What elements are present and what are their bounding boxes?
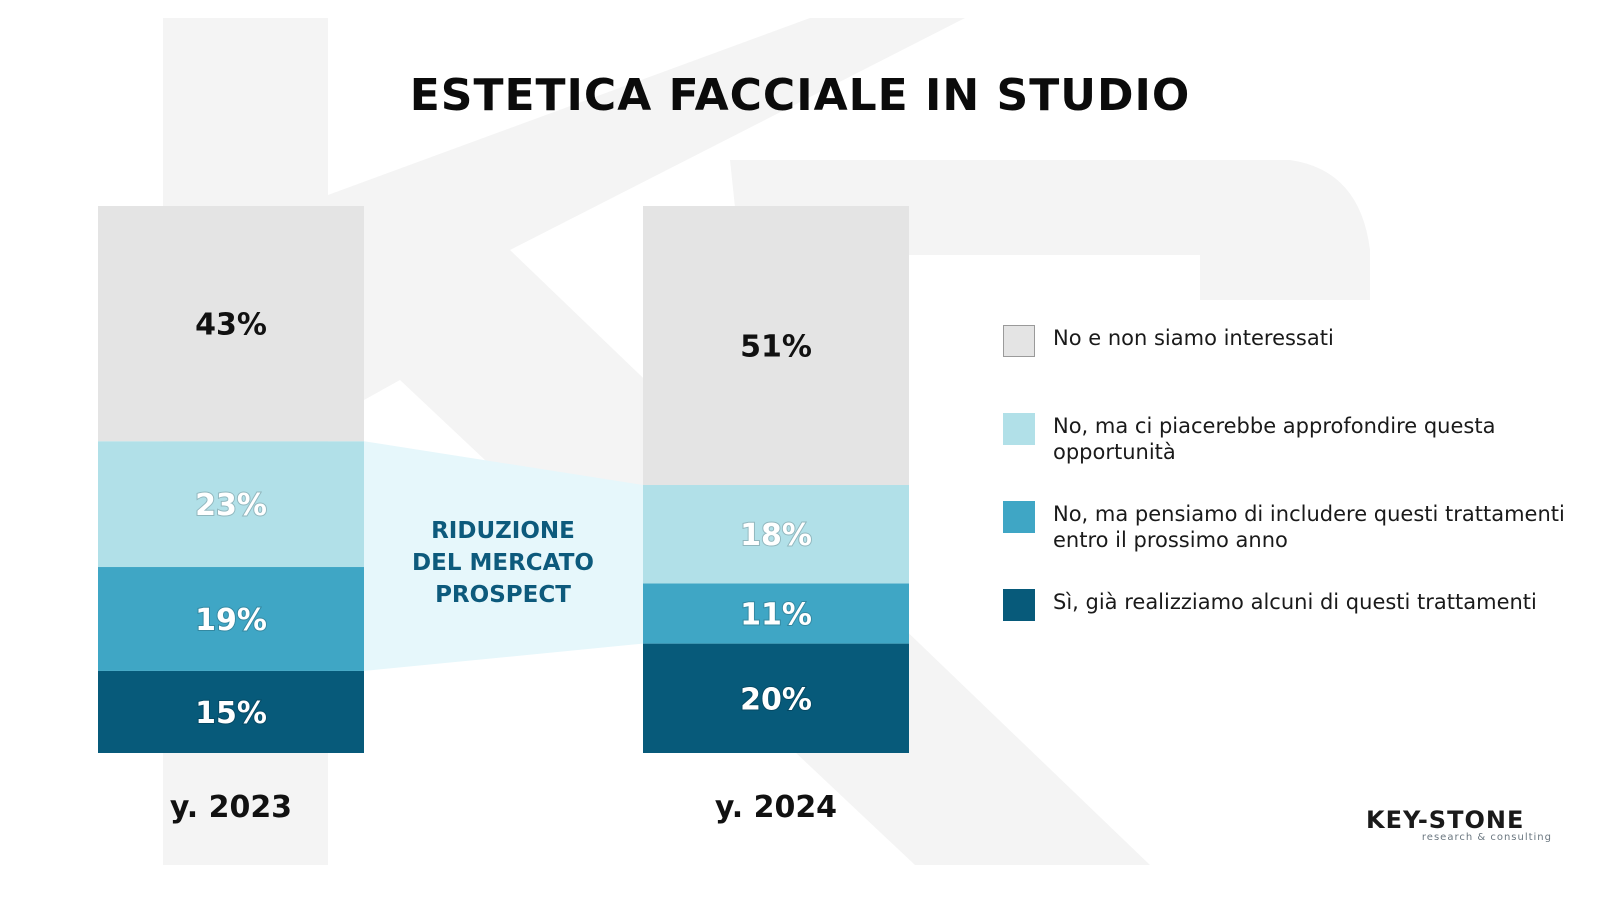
category-label: y. 2023 xyxy=(170,790,292,825)
legend-label: Sì, già realizziamo alcuni di questi tra… xyxy=(1053,590,1537,614)
annotation-text: RIDUZIONE xyxy=(431,518,575,544)
connector-band xyxy=(364,441,643,671)
logo-main-text: KEY-STONE xyxy=(1366,806,1525,834)
legend-item: No, ma ci piacerebbe approfondire questa… xyxy=(1003,413,1573,465)
legend-swatch xyxy=(1003,325,1035,357)
legend-label: No, ma ci piacerebbe approfondire questa… xyxy=(1053,414,1496,464)
keystone-logo: KEY-STONE research & consulting xyxy=(1366,808,1566,844)
category-label: y. 2024 xyxy=(715,790,837,825)
annotation-text: PROSPECT xyxy=(435,582,571,608)
chart-title: ESTETICA FACCIALE IN STUDIO xyxy=(409,70,1191,121)
data-label: 15% xyxy=(195,696,267,731)
bar-segment xyxy=(98,441,364,568)
legend-label: No, ma pensiamo di includere questi trat… xyxy=(1053,502,1565,552)
data-label: 19% xyxy=(195,603,267,638)
legend-swatch xyxy=(1003,501,1035,533)
annotation-text: DEL MERCATO xyxy=(412,550,594,576)
bar-segment xyxy=(643,206,909,485)
legend-item: No, ma pensiamo di includere questi trat… xyxy=(1003,501,1573,553)
data-label: 18% xyxy=(740,518,812,553)
bar-segment xyxy=(643,643,909,753)
data-label: 43% xyxy=(195,308,267,343)
data-label: 11% xyxy=(740,598,812,633)
legend-item: Sì, già realizziamo alcuni di questi tra… xyxy=(1003,589,1573,621)
legend-swatch xyxy=(1003,589,1035,621)
data-label: 23% xyxy=(195,488,267,523)
bar-segment xyxy=(98,567,364,671)
bar-segment xyxy=(643,484,909,584)
bar-segment xyxy=(643,583,909,644)
legend-swatch xyxy=(1003,413,1035,445)
bar-segment xyxy=(98,670,364,753)
legend-label: No e non siamo interessati xyxy=(1053,326,1334,350)
legend-item: No e non siamo interessati xyxy=(1003,325,1573,357)
data-label: 51% xyxy=(740,329,812,364)
logo-sub-text: research & consulting xyxy=(1421,832,1552,843)
bar-segment xyxy=(98,206,364,442)
data-label: 20% xyxy=(740,682,812,717)
